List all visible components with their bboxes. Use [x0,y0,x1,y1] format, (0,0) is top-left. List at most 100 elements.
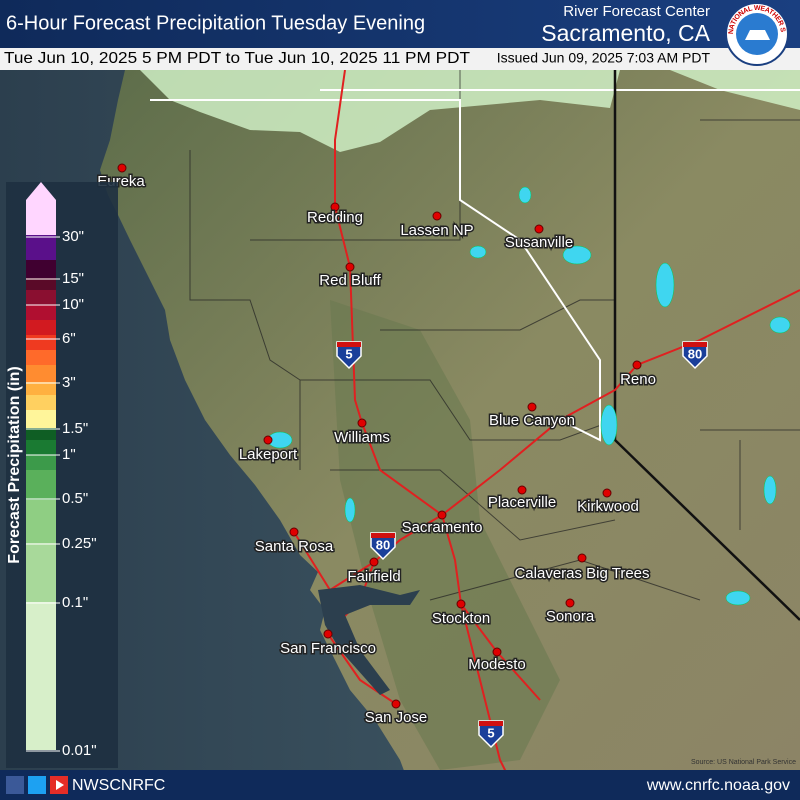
legend: Forecast Precipitation (in) 30"15"10"6"3… [6,182,118,768]
city-dot [345,262,355,272]
sf-bay [318,585,420,695]
footer-band [0,770,800,800]
legend-label: 10" [62,296,84,313]
city-dot [517,485,527,495]
valid-period: Tue Jun 10, 2025 5 PM PDT to Tue Jun 10,… [4,50,470,67]
city-dot [602,488,612,498]
legend-label: 0.5" [62,490,88,507]
city-label: Stockton [432,610,490,627]
legend-label: 0.1" [62,594,88,611]
city-dot [391,699,401,709]
city-dot [492,647,502,657]
handle[interactable]: NWSCNRFC [72,777,165,794]
shield-top [371,533,395,538]
city-label: Placerville [488,494,556,511]
colorbar-segment [26,410,56,428]
shield-top [479,721,503,726]
youtube-play [56,780,64,790]
legend-title: Forecast Precipitation (in) [6,366,23,563]
city-label: Reno [620,371,656,388]
legend-label: 6" [62,330,76,347]
city-dot [369,557,379,567]
city-label: Sacramento [402,519,483,536]
colorbar-segment [26,602,56,750]
title: 6-Hour Forecast Precipitation Tuesday Ev… [6,12,425,34]
lakes [267,186,791,606]
footer: NWSCNRFC www.cnrfc.noaa.gov [0,770,800,800]
colorbar-segment [26,382,56,395]
colorbar-segment [26,440,56,455]
header: 6-Hour Forecast Precipitation Tuesday Ev… [0,0,800,70]
city-dot [577,553,587,563]
shield-top [683,342,707,347]
url[interactable]: www.cnrfc.noaa.gov [646,777,790,794]
legend-label: 15" [62,270,84,287]
city-dot [289,527,299,537]
city-label: Blue Canyon [489,412,575,429]
shield [336,341,362,370]
legend-labels: 30" 15" 10" 6" 3" 1.5" 1" 0.5" 0.25" 0.1" 0.01" [26,228,97,759]
colorbar-segment [26,320,56,335]
city-dot [534,224,544,234]
legend-panel [6,182,118,768]
city-label: Redding [307,209,363,226]
colorbar-segment [26,260,56,278]
issued: Issued Jun 09, 2025 7:03 AM PDT [497,50,711,66]
legend-label: 0.25" [62,535,97,552]
city-label: Fairfield [347,568,400,585]
shields: 5 80 80 5 [336,341,708,749]
city-label: San Jose [365,709,428,726]
colorbar [26,182,56,750]
city-dot [263,435,273,445]
city-dot [432,211,442,221]
location: Sacramento, CA [541,20,710,46]
header-band [0,0,800,48]
city-label: San Francisco [280,640,376,657]
facebook-icon[interactable] [6,776,24,794]
colorbar-segment [26,428,56,440]
colorbar-segment [26,455,56,470]
city-dot [330,202,340,212]
state-boundary [150,89,800,442]
city-label: Lakeport [239,446,298,463]
city-dot [632,360,642,370]
colorbar-segment [26,395,56,410]
city-label: Red Bluff [319,272,381,289]
city-dot [357,418,367,428]
colorbar-segment [26,470,56,500]
shield-number: 80 [376,537,390,552]
colorbar-segment [26,335,56,350]
subheader-band [0,48,800,70]
shield-number: 80 [688,346,702,361]
city-label: Calaveras Big Trees [514,565,649,582]
city-dot [117,163,127,173]
colorbar-segment [26,200,56,235]
shield [682,341,708,370]
legend-label: 1" [62,446,76,463]
legend-label: 0.01" [62,742,97,759]
city-label: Modesto [468,656,526,673]
shield-number: 5 [345,346,352,361]
city-label: Susanville [505,234,573,251]
city-dot [527,402,537,412]
city-dot [323,629,333,639]
colorbar-segment [26,543,56,602]
legend-label: 1.5" [62,420,88,437]
city-label: Williams [334,429,390,446]
shield [370,532,396,561]
shield-top [337,342,361,347]
city-label: Sonora [546,608,595,625]
twitter-icon[interactable] [28,776,46,794]
colorbar-segment [26,235,56,260]
colorbar-segment [26,500,56,543]
colorbar-segment [26,305,56,320]
colorbar-arrow [26,182,56,200]
colorbar-segment [26,365,56,382]
legend-label: 3" [62,374,76,391]
legend-label: 30" [62,228,84,245]
source-note: Source: US National Park Service [691,759,796,766]
valley [330,300,560,770]
